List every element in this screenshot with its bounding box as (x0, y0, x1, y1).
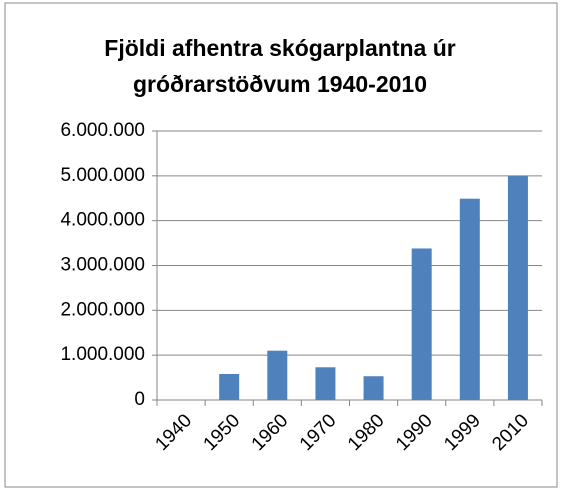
y-tick-label: 5.000.000 (60, 165, 145, 186)
y-tick-label: 6.000.000 (60, 120, 145, 141)
chart-title: Fjöldi afhentra skógarplantna úr gróðrar… (104, 35, 456, 97)
y-tick-label: 3.000.000 (60, 255, 145, 276)
y-tick-label: 1.000.000 (60, 344, 145, 365)
bar (315, 367, 336, 400)
bar (459, 198, 480, 400)
bar (411, 248, 432, 400)
y-tick-label: 0 (134, 389, 145, 410)
bar (363, 376, 384, 400)
bar (507, 175, 528, 400)
bar (219, 373, 240, 400)
y-tick-label: 4.000.000 (60, 210, 145, 231)
bar (267, 350, 288, 400)
y-tick-label: 2.000.000 (60, 299, 145, 320)
